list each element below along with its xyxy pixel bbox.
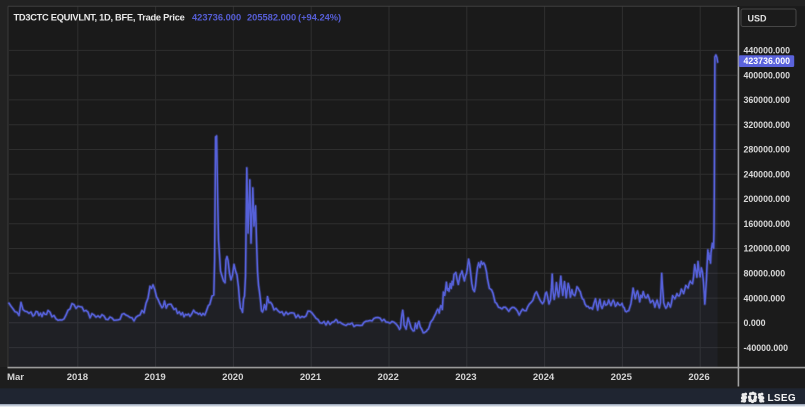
svg-text:2026: 2026 [688,372,709,383]
svg-text:2020: 2020 [222,372,243,383]
svg-text:(+94.24%): (+94.24%) [298,13,341,23]
svg-text:120000.000: 120000.000 [744,244,791,254]
svg-text:360000.000: 360000.000 [744,95,791,105]
svg-text:2019: 2019 [144,372,165,383]
svg-text:160000.000: 160000.000 [744,219,791,229]
svg-text:200000.000: 200000.000 [744,194,791,204]
svg-text:80000.000: 80000.000 [744,269,786,279]
svg-text:2021: 2021 [300,372,322,383]
svg-text:2025: 2025 [611,372,633,383]
svg-text:Mar: Mar [7,372,24,383]
svg-text:TD3CTC EQUIVLNT, 1D, BFE, Trad: TD3CTC EQUIVLNT, 1D, BFE, Trade Price [14,13,185,23]
svg-text:280000.000: 280000.000 [744,145,791,155]
svg-text:0.000: 0.000 [744,318,766,328]
svg-text:2023: 2023 [455,372,476,383]
svg-text:2024: 2024 [533,372,555,383]
svg-text:423736.000: 423736.000 [192,13,241,23]
svg-text:440000.000: 440000.000 [744,46,791,56]
svg-text:40000.000: 40000.000 [744,293,786,303]
svg-text:USD: USD [748,13,768,23]
svg-text:205582.000: 205582.000 [247,13,296,23]
svg-text:-40000.000: -40000.000 [744,343,789,353]
svg-text:240000.000: 240000.000 [744,169,791,179]
svg-text:LSEG: LSEG [768,393,796,404]
svg-text:320000.000: 320000.000 [744,120,791,130]
svg-text:2018: 2018 [67,372,89,383]
svg-text:423736.000: 423736.000 [744,56,791,66]
svg-text:2022: 2022 [378,372,399,383]
svg-text:400000.000: 400000.000 [744,70,791,80]
